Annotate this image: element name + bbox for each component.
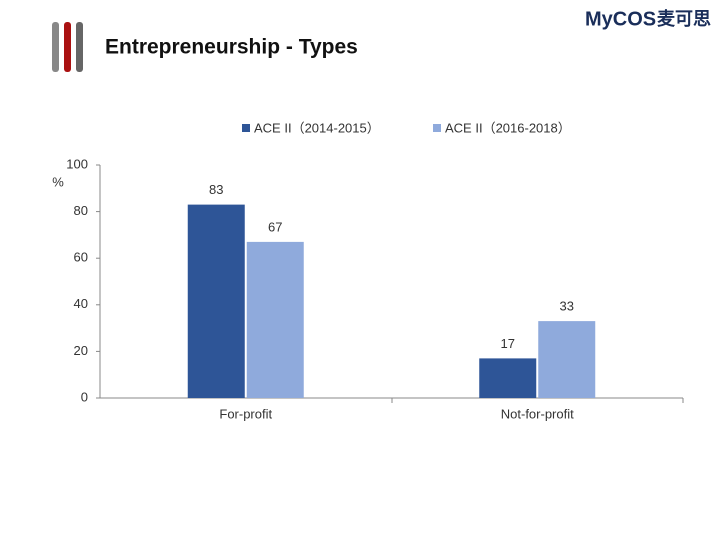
y-axis-label: % xyxy=(52,174,64,189)
y-tick-label: 0 xyxy=(81,389,88,404)
x-tick-label: For-profit xyxy=(219,406,272,421)
legend-label: ACE II（2014-2015） xyxy=(254,120,380,135)
logo-chinese: 麦可思 xyxy=(657,8,711,29)
bar xyxy=(479,358,537,398)
data-label: 67 xyxy=(268,219,282,234)
decor-bar xyxy=(76,22,83,72)
bar xyxy=(187,204,245,398)
slide-title: Entrepreneurship - Types xyxy=(105,36,358,59)
bar xyxy=(246,241,304,398)
x-tick-label: Not-for-profit xyxy=(501,406,574,421)
y-tick-label: 60 xyxy=(74,250,88,265)
data-label: 17 xyxy=(501,336,515,351)
y-tick-label: 40 xyxy=(74,296,88,311)
legend-label: ACE II（2016-2018） xyxy=(445,120,571,135)
decor-bar xyxy=(64,22,71,72)
decor-bar xyxy=(52,22,59,72)
y-tick-label: 80 xyxy=(74,203,88,218)
bar xyxy=(538,321,596,398)
y-tick-label: 100 xyxy=(66,156,88,171)
legend-swatch xyxy=(242,124,250,132)
logo-brand: MyCOS xyxy=(585,8,656,30)
data-label: 83 xyxy=(209,182,223,197)
legend-swatch xyxy=(433,124,441,132)
data-label: 33 xyxy=(560,299,574,314)
y-tick-label: 20 xyxy=(74,343,88,358)
